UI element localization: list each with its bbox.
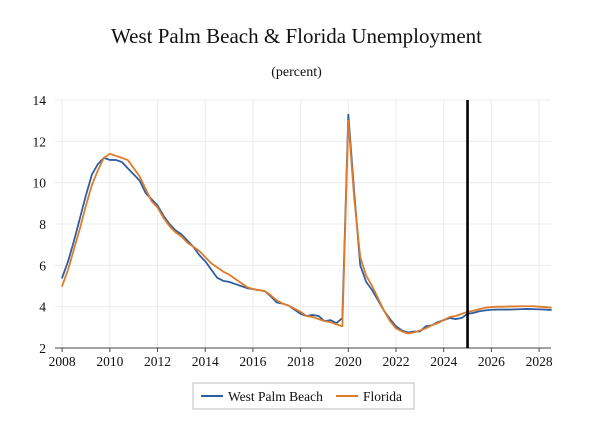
y-tick-label: 12 — [33, 134, 47, 149]
axes: 2 4 6 8 10 12 14 2008 2010 2012 2014 2016 2018 2020 20… — [33, 93, 553, 369]
legend-label-west-palm-beach: West Palm Beach — [228, 389, 323, 404]
x-tick-label: 2028 — [526, 354, 553, 369]
x-tick-label: 2014 — [192, 354, 219, 369]
y-tick-label: 14 — [33, 93, 47, 108]
y-tick-label: 4 — [39, 300, 46, 315]
x-tick-label: 2020 — [335, 354, 362, 369]
y-tick-label: 2 — [39, 341, 46, 356]
x-tick-label: 2010 — [96, 354, 123, 369]
series-line-florida — [61, 119, 552, 335]
chart-title: West Palm Beach & Florida Unemployment — [111, 24, 482, 48]
series-line-west-palm-beach — [61, 113, 552, 334]
x-tick-label: 2018 — [287, 354, 314, 369]
x-tick-label: 2026 — [478, 354, 505, 369]
y-tick-label: 6 — [39, 258, 46, 273]
y-tick-label: 10 — [33, 176, 47, 191]
x-tick-label: 2008 — [49, 354, 76, 369]
x-tick-label: 2024 — [430, 354, 457, 369]
legend-box — [192, 382, 415, 410]
legend-label-florida: Florida — [363, 389, 402, 404]
legend: West Palm Beach Florida — [192, 382, 415, 410]
x-tick-label: 2022 — [383, 354, 410, 369]
chart-subtitle: (percent) — [271, 65, 322, 80]
x-tick-label: 2012 — [144, 354, 171, 369]
y-tick-label: 8 — [39, 217, 46, 232]
series-lines — [61, 113, 552, 335]
x-tick-label: 2016 — [239, 354, 266, 369]
